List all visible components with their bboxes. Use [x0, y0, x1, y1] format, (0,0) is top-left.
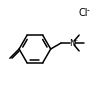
Text: N: N [69, 39, 76, 48]
Text: Cl: Cl [78, 8, 88, 18]
Text: +: + [73, 38, 78, 43]
Text: -: - [87, 6, 89, 15]
